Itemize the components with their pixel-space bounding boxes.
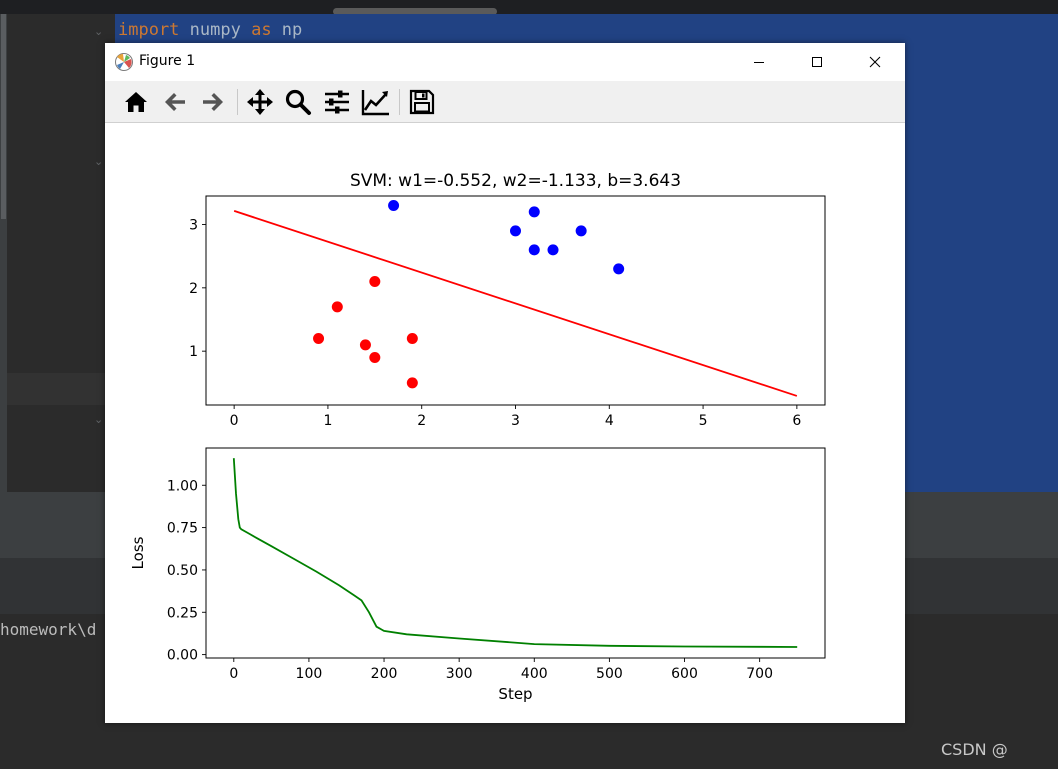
y-tick-label: 1.00: [167, 478, 198, 494]
x-tick-label: 5: [699, 413, 708, 429]
loss-axes[interactable]: 0 100 200 300 400 500 600 700 0.00 0.25 0.50 0.75 1.…: [129, 447, 826, 703]
back-button[interactable]: [160, 87, 190, 117]
x-tick-label: 3: [511, 413, 520, 429]
save-icon: [409, 89, 435, 115]
fold-chevron-icon[interactable]: ⌄: [94, 413, 104, 426]
negative-point: [369, 276, 381, 287]
x-tick-label: 0: [229, 666, 238, 682]
negative-point: [369, 352, 381, 363]
negative-point: [406, 333, 418, 344]
positive-point: [547, 244, 559, 256]
figure-window[interactable]: Figure 1: [105, 43, 905, 723]
chart-title: SVM: w1=-0.552, w2=-1.133, b=3.643: [350, 171, 681, 191]
save-button[interactable]: [407, 87, 437, 117]
code-module: numpy: [179, 20, 252, 40]
x-tick-label: 200: [371, 666, 398, 682]
ide-left-scroll-thumb[interactable]: [1, 14, 6, 219]
zoom-icon: [285, 89, 311, 115]
home-button[interactable]: [121, 87, 151, 117]
axes-frame: [205, 447, 826, 659]
ide-top-bar: [0, 0, 1058, 14]
y-tick-label: 3: [189, 218, 198, 234]
negative-point: [406, 377, 418, 389]
positive-point: [528, 244, 540, 256]
watermark: CSDN @: [941, 740, 1008, 759]
positive-point: [528, 206, 540, 218]
code-line-1: import numpy as np: [118, 20, 302, 40]
loss-curve: [232, 458, 798, 648]
decision-boundary-line: [233, 210, 798, 397]
figure-canvas[interactable]: 0 1 2 3 4 5 6 1 2 3 SVM: w1=-0.552, w2=-1.133, b=3…: [105, 123, 905, 723]
minimize-icon: [754, 62, 764, 63]
edit-axis-icon: [361, 90, 389, 116]
negative-point: [331, 301, 343, 313]
y-tick-label: 0.00: [167, 648, 198, 664]
positive-point: [510, 225, 521, 237]
x-tick-label: 0: [230, 413, 239, 429]
fold-chevron-icon[interactable]: ⌄: [94, 25, 104, 38]
ide-left-scrollbar[interactable]: [0, 14, 7, 492]
back-arrow-icon: [165, 93, 185, 111]
x-tick-label: 300: [446, 666, 473, 682]
x-tick-label: 100: [296, 666, 323, 682]
x-tick-label: 4: [605, 413, 614, 429]
negative-point: [359, 339, 371, 351]
canvas-background: [105, 123, 905, 723]
minimize-button[interactable]: [730, 43, 788, 81]
edit-axis-button[interactable]: [361, 87, 391, 117]
svm-axes[interactable]: 0 1 2 3 4 5 6 1 2 3 SVM: w1=-0.552, w2=-1.133, b=3…: [189, 171, 826, 429]
x-axis-label: Step: [498, 685, 532, 703]
y-tick-label: 0.75: [167, 521, 198, 537]
window-title: Figure 1: [139, 53, 196, 69]
toolbar-separator: [237, 89, 238, 115]
close-button[interactable]: [846, 43, 904, 81]
forward-arrow-icon: [203, 93, 223, 111]
ide-horizontal-scroll-thumb[interactable]: [333, 8, 497, 15]
forward-button[interactable]: [198, 87, 228, 117]
zoom-button[interactable]: [283, 87, 313, 117]
axes-frame: [205, 195, 826, 406]
keyword-import: import: [118, 20, 180, 40]
toolbar-separator: [399, 89, 400, 115]
positive-point: [613, 263, 625, 275]
maximize-button[interactable]: [788, 43, 846, 81]
navigation-toolbar: [105, 81, 905, 123]
y-tick-label: 1: [189, 344, 198, 360]
configure-subplots-button[interactable]: [322, 87, 352, 117]
subplots-config-icon: [325, 90, 349, 114]
positive-point: [575, 225, 587, 237]
positive-point: [388, 200, 400, 211]
fold-chevron-icon[interactable]: ⌄: [94, 155, 104, 168]
window-titlebar[interactable]: Figure 1: [105, 43, 905, 81]
x-tick-label: 700: [746, 666, 773, 682]
y-tick-label: 0.50: [167, 563, 198, 579]
line-number-gutter: [0, 14, 115, 492]
maximize-icon: [812, 57, 822, 67]
current-line-highlight: [0, 373, 115, 405]
x-tick-label: 500: [596, 666, 623, 682]
y-axis-label: Loss: [129, 536, 147, 569]
pan-button[interactable]: [245, 87, 275, 117]
x-tick-label: 1: [323, 413, 332, 429]
keyword-as: as: [251, 20, 272, 40]
matplotlib-app-icon: [115, 53, 133, 71]
y-tick-label: 0.25: [167, 605, 198, 621]
negative-point: [313, 333, 325, 344]
x-tick-label: 400: [521, 666, 548, 682]
home-icon: [125, 92, 147, 112]
console-output: homework\d: [0, 620, 97, 639]
code-alias: np: [271, 20, 303, 40]
y-tick-label: 2: [189, 281, 198, 297]
x-tick-label: 2: [417, 413, 426, 429]
x-tick-label: 6: [792, 413, 801, 429]
x-tick-label: 600: [671, 666, 698, 682]
pan-icon: [247, 89, 273, 115]
close-icon: [869, 56, 881, 68]
